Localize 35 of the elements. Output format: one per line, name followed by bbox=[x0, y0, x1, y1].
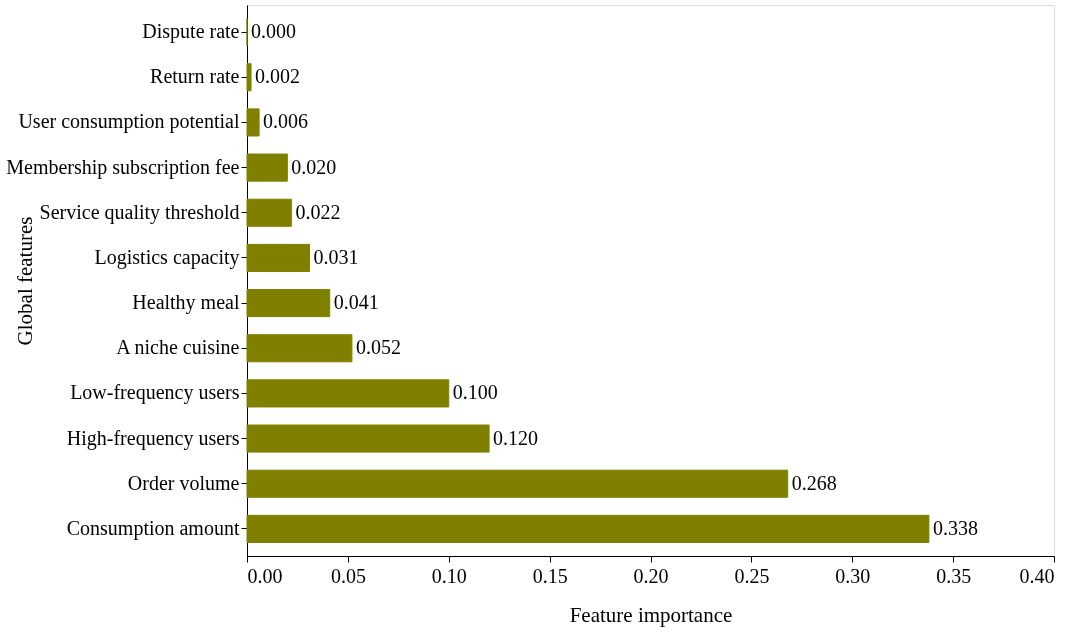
data-label: 0.000 bbox=[251, 20, 296, 43]
x-tick-label: 0.40 bbox=[1019, 564, 1055, 587]
y-tick-label: Service quality threshold bbox=[39, 200, 240, 224]
x-tick-label: 0.35 bbox=[936, 564, 972, 587]
data-label: 0.052 bbox=[355, 336, 401, 359]
y-tick-label: User consumption potential bbox=[18, 110, 240, 134]
y-tick-label: Order volume bbox=[127, 471, 240, 494]
data-label: 0.022 bbox=[295, 200, 341, 223]
y-tick-label: Consumption amount bbox=[66, 516, 240, 540]
y-tick-label: Logistics capacity bbox=[94, 245, 240, 269]
x-tick-label: 0.10 bbox=[431, 564, 467, 587]
x-tick-label: 0.25 bbox=[734, 564, 770, 587]
x-axis-title: Feature importance bbox=[569, 602, 733, 627]
data-label: 0.006 bbox=[263, 110, 309, 133]
x-tick-label: 0.20 bbox=[633, 564, 669, 587]
x-tick-label: 0.30 bbox=[835, 564, 871, 587]
data-label: 0.100 bbox=[452, 381, 498, 404]
data-label: 0.338 bbox=[932, 516, 978, 539]
data-label: 0.120 bbox=[493, 426, 539, 449]
data-label: 0.268 bbox=[791, 471, 837, 494]
y-tick-label: A niche cuisine bbox=[116, 336, 240, 359]
data-label: 0.002 bbox=[255, 65, 301, 88]
y-tick-label: Membership subscription fee bbox=[6, 155, 240, 179]
data-label: 0.041 bbox=[333, 291, 379, 314]
y-tick-label: Low-frequency users bbox=[70, 381, 240, 405]
x-tick-label: 0.00 bbox=[247, 564, 283, 587]
x-tick-label: 0.05 bbox=[330, 564, 366, 587]
data-label: 0.031 bbox=[313, 245, 359, 268]
y-tick-label: High-frequency users bbox=[66, 426, 240, 450]
y-axis-title: Global features bbox=[12, 216, 37, 346]
data-label: 0.020 bbox=[291, 155, 337, 178]
y-tick-label: Return rate bbox=[150, 65, 240, 88]
y-tick-label: Dispute rate bbox=[142, 20, 240, 44]
x-tick-label: 0.15 bbox=[532, 564, 568, 587]
y-tick-label: Healthy meal bbox=[132, 291, 240, 315]
